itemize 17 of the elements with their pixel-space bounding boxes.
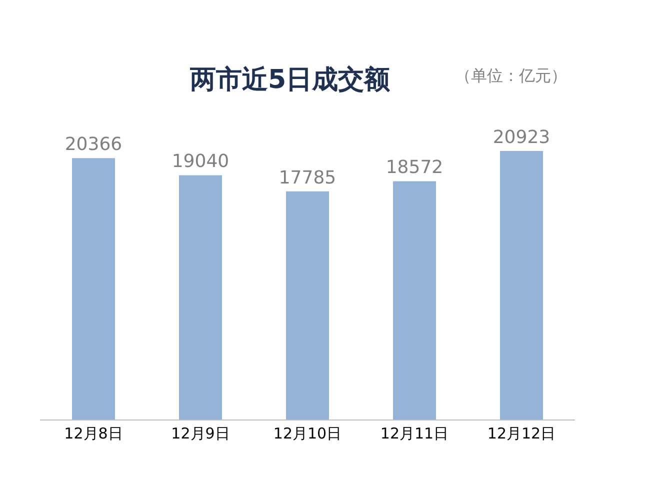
bar (179, 175, 222, 420)
x-tick-label: 12月9日 (171, 424, 230, 443)
bar (393, 181, 436, 420)
chart-title: 两市近5日成交额 (188, 64, 392, 97)
x-tick-label: 12月11日 (380, 424, 449, 443)
data-label: 19040 (172, 151, 230, 172)
data-label: 17785 (278, 167, 336, 188)
data-label: 20366 (64, 134, 122, 156)
bar (72, 158, 115, 420)
data-label: 20923 (492, 127, 550, 148)
bar (500, 151, 543, 420)
bar (286, 191, 329, 420)
chart-subtitle: （单位：亿元） (455, 66, 567, 87)
x-tick-label: 12月10日 (273, 424, 342, 443)
x-tick-label: 12月12日 (487, 424, 556, 443)
x-tick-label: 12月8日 (64, 424, 123, 443)
data-label: 18572 (386, 157, 444, 178)
